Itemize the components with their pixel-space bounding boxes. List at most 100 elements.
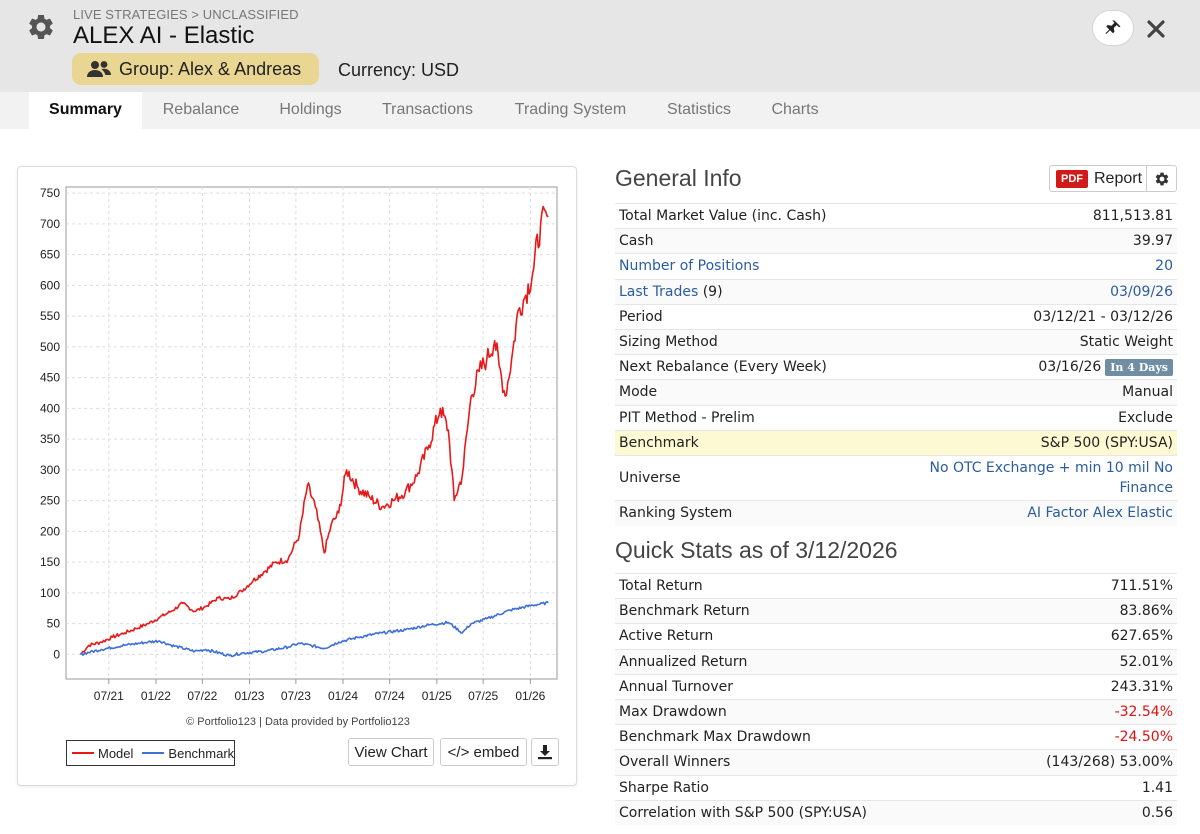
x-tick-label: 01/22 xyxy=(141,689,171,703)
close-button[interactable] xyxy=(1143,16,1169,42)
x-tick-label: 07/21 xyxy=(94,689,124,703)
stat-label: Benchmark Max Drawdown xyxy=(615,724,984,750)
stat-row-benchmark-max-drawdown: Benchmark Max Drawdown -24.50% xyxy=(615,724,1177,750)
stat-value: -24.50% xyxy=(983,724,1177,750)
x-tick-label: 07/25 xyxy=(468,689,498,703)
info-label: Mode xyxy=(615,379,875,405)
pdf-badge: PDF xyxy=(1056,169,1088,188)
y-tick-label: 50 xyxy=(47,617,61,631)
view-chart-button[interactable]: View Chart xyxy=(348,738,434,766)
info-row-cash: Cash 39.97 xyxy=(615,228,1177,254)
info-row-sizing: Sizing Method Static Weight xyxy=(615,328,1177,355)
stat-label: Annualized Return xyxy=(615,648,984,675)
last-trades-date-link[interactable]: 03/09/26 xyxy=(1110,283,1173,300)
info-row-market-value: Total Market Value (inc. Cash) 811,513.8… xyxy=(615,202,1177,229)
embed-button[interactable]: </> embed xyxy=(440,738,527,766)
x-tick-label: 01/26 xyxy=(515,689,545,703)
y-tick-label: 700 xyxy=(40,217,60,231)
info-row-last-trades: Last Trades (9) 03/09/26 xyxy=(615,278,1177,305)
pin-button[interactable] xyxy=(1092,10,1134,46)
stat-row-total-return: Total Return 711.51% xyxy=(615,572,1177,599)
stat-row-active-return: Active Return 627.65% xyxy=(615,623,1177,650)
stat-label: Overall Winners xyxy=(615,749,984,775)
download-icon xyxy=(538,745,552,760)
info-row-benchmark: Benchmark S&P 500 (SPY:USA) xyxy=(615,429,1177,456)
stat-value: 243.31% xyxy=(983,673,1177,700)
pdf-report-button[interactable]: PDF Report xyxy=(1050,166,1148,191)
info-value: 811,513.81 xyxy=(874,202,1177,229)
series-line-benchmark xyxy=(79,600,549,658)
tab-summary[interactable]: Summary xyxy=(29,92,142,129)
breadcrumb[interactable]: LIVE STRATEGIES > UNCLASSIFIED xyxy=(73,7,299,22)
tab-statistics[interactable]: Statistics xyxy=(666,101,731,118)
stat-value: 83.86% xyxy=(983,598,1177,624)
performance-chart-panel: 0 50 100 150 200 250 300 350 400 450 500 550 600 650 7… xyxy=(17,166,577,786)
tab-transactions[interactable]: Transactions xyxy=(382,101,473,118)
chart-credit: © Portfolio123 | Data provided by Portfo… xyxy=(186,716,410,728)
legend-label-benchmark: Benchmark xyxy=(168,745,235,761)
universe-line-1: No OTC Exchange + min 10 mil No xyxy=(929,459,1173,476)
universe-link[interactable]: No OTC Exchange + min 10 mil No Finance xyxy=(929,460,1173,496)
y-tick-label: 400 xyxy=(40,401,60,415)
info-row-positions: Number of Positions 20 xyxy=(615,253,1177,280)
info-label: Period xyxy=(615,303,875,330)
positions-link[interactable]: Number of Positions xyxy=(619,258,760,275)
close-icon xyxy=(1147,20,1165,38)
gear-icon xyxy=(1155,172,1168,185)
positions-count-link[interactable]: 20 xyxy=(1155,258,1173,275)
series-line-model xyxy=(79,205,549,655)
download-button[interactable] xyxy=(531,738,559,766)
stat-value: 52.01% xyxy=(983,648,1177,675)
stat-value: 627.65% xyxy=(983,623,1177,650)
gear-icon[interactable] xyxy=(26,12,56,42)
x-tick-label: 01/25 xyxy=(422,689,452,703)
tab-charts[interactable]: Charts xyxy=(771,101,819,118)
tab-holdings[interactable]: Holdings xyxy=(279,101,342,118)
page-title: ALEX AI - Elastic xyxy=(73,22,255,49)
info-label: Next Rebalance (Every Week) xyxy=(615,354,875,380)
legend-label-model: Model xyxy=(98,745,134,761)
tab-trading-system[interactable]: Trading System xyxy=(514,101,627,118)
currency-label: Currency: USD xyxy=(338,60,460,80)
tab-rebalance[interactable]: Rebalance xyxy=(162,101,240,118)
y-tick-label: 300 xyxy=(40,463,60,477)
legend-item-benchmark[interactable]: Benchmark xyxy=(142,746,234,761)
stat-label: Sharpe Ratio xyxy=(615,774,984,801)
y-tick-label: 550 xyxy=(40,309,60,323)
info-row-universe: Universe No OTC Exchange + min 10 mil No… xyxy=(615,454,1177,501)
y-tick-label: 650 xyxy=(40,248,60,262)
stat-row-overall-winners: Overall Winners (143/268) 53.00% xyxy=(615,749,1177,775)
ranking-system-link[interactable]: AI Factor Alex Elastic xyxy=(1027,505,1173,522)
report-label: Report xyxy=(1094,169,1143,187)
y-tick-label: 750 xyxy=(40,186,60,200)
y-tick-label: 150 xyxy=(40,555,60,569)
legend-item-model[interactable]: Model xyxy=(72,746,133,761)
stat-label: Benchmark Return xyxy=(615,598,984,624)
group-label: Group: Alex & Andreas xyxy=(119,58,302,79)
stat-value: 1.41 xyxy=(983,774,1177,801)
universe-line-2: Finance xyxy=(1119,479,1173,496)
general-info-table: Total Market Value (inc. Cash) 811,513.8… xyxy=(615,202,1177,526)
stat-value: 0.56 xyxy=(983,799,1177,826)
legend-swatch-model xyxy=(72,752,94,754)
pin-icon xyxy=(1105,20,1121,34)
info-label: Sizing Method xyxy=(615,328,875,355)
stat-value: 711.51% xyxy=(983,572,1177,599)
last-trades-link[interactable]: Last Trades xyxy=(619,283,699,300)
strategy-header: LIVE STRATEGIES > UNCLASSIFIED ALEX AI -… xyxy=(0,0,1200,92)
x-tick-label: 07/23 xyxy=(281,689,311,703)
quick-stats-table: Total Return 711.51% Benchmark Return 83… xyxy=(615,572,1177,826)
report-settings-button[interactable] xyxy=(1147,166,1176,191)
y-tick-label: 450 xyxy=(40,371,60,385)
stat-row-max-drawdown: Max Drawdown -32.54% xyxy=(615,698,1177,725)
legend-swatch-benchmark xyxy=(142,752,165,754)
stat-label: Annual Turnover xyxy=(615,673,984,700)
days-badge: In 4 Days xyxy=(1105,358,1173,376)
y-tick-label: 0 xyxy=(53,647,60,661)
stat-label: Correlation with S&P 500 (SPY:USA) xyxy=(615,799,984,826)
general-info-title: General Info xyxy=(615,165,742,191)
users-icon xyxy=(87,61,111,77)
stat-row-benchmark-return: Benchmark Return 83.86% xyxy=(615,598,1177,624)
last-trades-count: (9) xyxy=(698,283,723,300)
group-pill[interactable]: Group: Alex & Andreas xyxy=(72,53,319,85)
